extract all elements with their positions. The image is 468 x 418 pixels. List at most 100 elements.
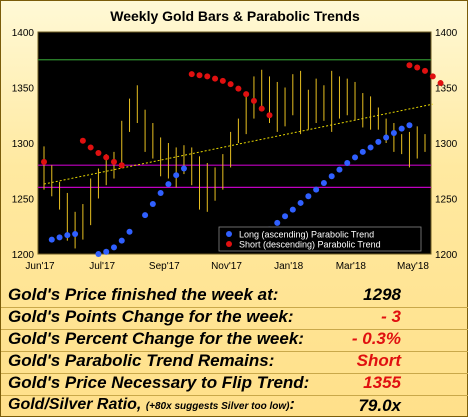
y-tick-label-left: 1200 xyxy=(12,250,35,261)
parabolic-dot xyxy=(173,172,180,179)
parabolic-dot xyxy=(157,189,164,196)
parabolic-dot xyxy=(48,236,55,243)
parabolic-dot xyxy=(219,77,226,84)
x-tick-label: Sep'17 xyxy=(149,261,180,272)
stat-value: 1355 xyxy=(363,373,401,392)
parabolic-dot xyxy=(367,144,374,151)
y-tick-label-left: 1350 xyxy=(12,84,35,95)
parabolic-dot xyxy=(235,85,242,92)
stat-label: Gold's Price finished the week at: xyxy=(8,285,279,304)
parabolic-dot xyxy=(196,72,203,79)
plot-background xyxy=(37,31,432,255)
parabolic-dot xyxy=(305,193,312,200)
stat-value: - 0.3% xyxy=(351,329,401,348)
legend-label: Short (descending) Parabolic Trend xyxy=(239,240,381,250)
legend-label: Long (ascending) Parabolic Trend xyxy=(239,230,374,240)
x-tick-label: Jan'18 xyxy=(274,261,304,272)
parabolic-dot xyxy=(398,125,405,132)
parabolic-dot xyxy=(188,71,195,78)
stat-value: 1298 xyxy=(363,285,401,304)
parabolic-dot xyxy=(95,149,102,156)
y-tick-label-right: 1200 xyxy=(435,250,458,261)
parabolic-dot xyxy=(266,112,273,119)
parabolic-dot xyxy=(110,244,117,251)
ratio-label: Gold/Silver Ratio, xyxy=(8,396,142,413)
parabolic-dot xyxy=(414,64,421,71)
parabolic-dot xyxy=(95,251,102,257)
legend-box xyxy=(218,226,422,252)
ratio-colon: : xyxy=(289,396,295,413)
parabolic-dot xyxy=(64,232,71,239)
divider xyxy=(1,395,468,396)
stat-row-price: Gold's Price finished the week at: 1298 xyxy=(1,285,468,307)
chart-title: Weekly Gold Bars & Parabolic Trends xyxy=(110,8,360,24)
chart-svg: 1200 1200 1250 1250 1300 1300 1350 1350 1400 1400… xyxy=(12,28,458,272)
y-tick-label-right: 1250 xyxy=(435,195,458,206)
stat-label: Gold's Parabolic Trend Remains: xyxy=(8,351,275,370)
parabolic-dot xyxy=(79,137,86,144)
parabolic-dot xyxy=(320,179,327,186)
parabolic-dot xyxy=(406,62,413,69)
parabolic-dot xyxy=(212,75,219,82)
parabolic-dot xyxy=(274,219,281,226)
y-tick-label-right: 1300 xyxy=(435,139,458,150)
parabolic-dot xyxy=(344,159,351,166)
stat-row-trend: Gold's Parabolic Trend Remains: Short xyxy=(1,351,468,373)
x-tick-label: May'18 xyxy=(397,261,429,272)
y-tick-label-right: 1350 xyxy=(435,84,458,95)
divider xyxy=(1,329,468,330)
parabolic-dot xyxy=(103,154,110,161)
parabolic-dot xyxy=(336,166,343,173)
x-tick-label: Jul'17 xyxy=(89,261,115,272)
parabolic-dot xyxy=(406,122,413,129)
parabolic-dot xyxy=(103,248,110,255)
divider xyxy=(1,307,468,308)
parabolic-dot xyxy=(297,199,304,206)
parabolic-dot xyxy=(429,73,436,80)
parabolic-dot xyxy=(180,165,187,172)
parabolic-dot xyxy=(118,162,125,169)
parabolic-dot xyxy=(422,67,428,74)
parabolic-dot xyxy=(142,212,149,219)
x-tick-label: Jun'17 xyxy=(25,261,55,272)
stat-value: - 3 xyxy=(381,307,401,326)
stat-row-flip: Gold's Price Necessary to Flip Trend: 13… xyxy=(1,373,468,395)
divider xyxy=(1,373,468,374)
parabolic-dot xyxy=(72,231,79,238)
parabolic-dot xyxy=(165,181,172,188)
parabolic-dot xyxy=(250,97,257,104)
parabolic-dot xyxy=(87,144,94,151)
stat-label: Gold's Price Necessary to Flip Trend: xyxy=(8,373,310,392)
parabolic-dot xyxy=(359,148,366,155)
parabolic-dot xyxy=(56,234,63,241)
parabolic-dot xyxy=(437,80,444,87)
stat-row-points: Gold's Points Change for the week: - 3 xyxy=(1,307,468,329)
stat-row-percent: Gold's Percent Change for the week: - 0.… xyxy=(1,329,468,351)
parabolic-dot xyxy=(383,134,390,141)
parabolic-dot xyxy=(204,73,211,80)
y-tick-label-right: 1400 xyxy=(435,28,458,39)
legend-marker xyxy=(226,241,232,247)
stat-label: Gold's Percent Change for the week: xyxy=(8,329,304,348)
parabolic-dot xyxy=(227,81,234,88)
stat-value: Short xyxy=(356,351,401,370)
legend-marker xyxy=(226,231,232,237)
parabolic-dot xyxy=(313,186,320,193)
parabolic-dot xyxy=(110,158,117,165)
y-tick-label-left: 1300 xyxy=(12,139,35,150)
parabolic-dot xyxy=(126,228,133,235)
parabolic-dot xyxy=(352,154,359,161)
parabolic-dot xyxy=(118,237,125,244)
parabolic-dot xyxy=(149,201,156,208)
stat-label: Gold/Silver Ratio, (+80x suggests Silver… xyxy=(8,396,295,414)
parabolic-dot xyxy=(289,206,296,213)
parabolic-dot xyxy=(282,213,289,220)
ratio-note: (+80x suggests Silver too low) xyxy=(145,401,290,412)
parabolic-dot xyxy=(390,130,397,137)
y-tick-label-left: 1400 xyxy=(12,28,35,39)
parabolic-dot xyxy=(243,91,250,98)
parabolic-dot xyxy=(328,173,335,180)
stat-value: 79.0x xyxy=(358,396,401,415)
x-tick-label: Nov'17 xyxy=(211,261,242,272)
